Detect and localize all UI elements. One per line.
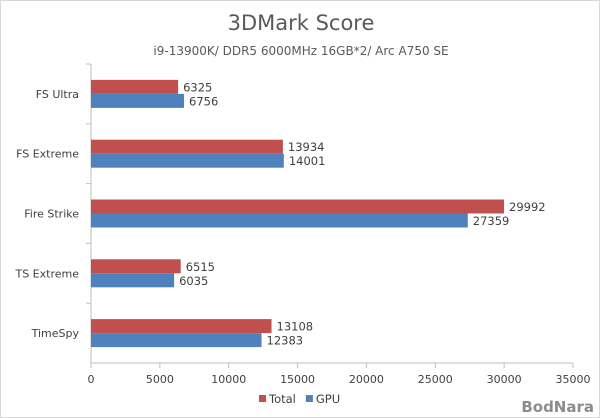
bar-gpu — [91, 153, 284, 168]
category-label: TimeSpy — [31, 327, 80, 340]
category-label: Fire Strike — [24, 208, 79, 221]
data-label-total: 13108 — [277, 320, 314, 334]
data-label-total: 13934 — [288, 140, 325, 154]
x-tick-label: 15000 — [280, 373, 315, 386]
data-label-gpu: 14001 — [289, 154, 326, 168]
bar-total — [91, 319, 272, 334]
chart-title: 3DMark Score — [228, 11, 375, 35]
x-tick-label: 10000 — [211, 373, 246, 386]
category-label: TS Extreme — [14, 267, 79, 280]
bar-total — [91, 199, 505, 214]
x-tick-label: 5000 — [146, 373, 174, 386]
bar-total — [91, 139, 283, 154]
bar-total — [91, 259, 181, 274]
data-label-gpu: 6756 — [189, 94, 218, 108]
x-tick-label: 30000 — [487, 373, 522, 386]
bar-gpu — [91, 333, 262, 348]
x-tick-label: 25000 — [418, 373, 453, 386]
data-label-gpu: 6035 — [179, 274, 208, 288]
category-label: FS Ultra — [36, 88, 79, 101]
data-label-gpu: 27359 — [473, 214, 510, 228]
legend-label-gpu: GPU — [316, 392, 340, 406]
category-label: FS Extreme — [16, 148, 79, 161]
bar-gpu — [91, 93, 185, 108]
legend-swatch-total — [259, 395, 266, 402]
legend-swatch-gpu — [305, 395, 313, 402]
data-label-gpu: 12383 — [267, 334, 304, 348]
bar-gpu — [91, 213, 468, 228]
watermark-logo: BodNara — [521, 398, 594, 416]
bar-total — [91, 79, 179, 94]
data-label-total: 29992 — [509, 200, 546, 214]
data-label-total: 6515 — [186, 260, 215, 274]
x-tick-label: 35000 — [556, 373, 591, 386]
chart-subtitle: i9-13900K/ DDR5 6000MHz 16GB*2/ Arc A750… — [153, 44, 448, 58]
bar-gpu — [91, 273, 175, 288]
x-tick-label: 20000 — [349, 373, 384, 386]
legend-label-total: Total — [268, 392, 296, 406]
data-label-total: 6325 — [183, 80, 212, 94]
x-tick-label: 0 — [88, 373, 95, 386]
